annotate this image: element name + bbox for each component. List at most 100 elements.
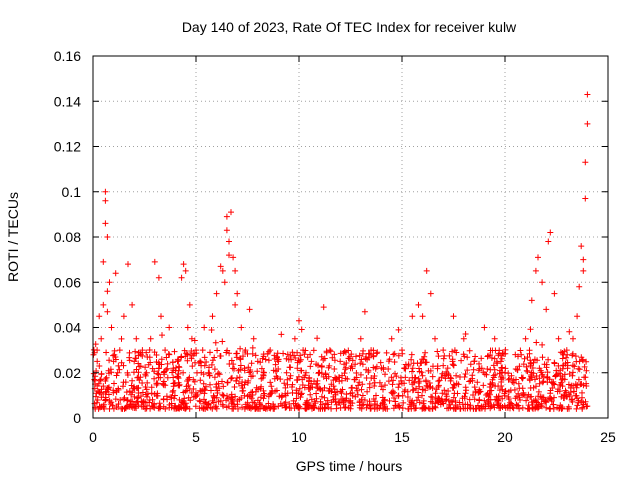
data-point [232, 301, 239, 308]
data-point [144, 354, 151, 360]
data-point [302, 372, 309, 379]
data-point [171, 395, 178, 402]
data-point [187, 352, 194, 358]
data-point [104, 308, 111, 315]
data-point [555, 335, 562, 342]
data-point [342, 397, 349, 404]
data-point [337, 358, 344, 365]
data-point [325, 388, 332, 394]
data-point [484, 353, 491, 360]
data-point [258, 375, 265, 382]
data-point [356, 379, 363, 386]
data-point [422, 359, 429, 366]
data-point [543, 361, 550, 368]
data-point [194, 391, 201, 398]
y-tick-label: 0 [73, 410, 81, 426]
data-point [294, 365, 301, 372]
data-point [101, 405, 108, 412]
data-point [208, 361, 215, 368]
data-point [209, 313, 216, 320]
data-point [435, 395, 442, 402]
data-point [382, 371, 388, 378]
data-point [520, 374, 526, 381]
data-point [238, 324, 245, 331]
data-point [123, 389, 130, 396]
data-point [422, 404, 429, 411]
data-point [273, 373, 280, 380]
data-point [206, 372, 213, 379]
data-point [453, 372, 460, 379]
data-point [436, 377, 443, 384]
data-point [144, 379, 151, 386]
data-point [539, 354, 546, 361]
data-point [272, 361, 279, 368]
data-point [515, 390, 522, 397]
data-point [284, 376, 291, 383]
data-point [143, 386, 150, 393]
data-point [357, 360, 364, 367]
data-point [555, 362, 562, 369]
data-point [574, 395, 581, 402]
data-point [566, 371, 573, 377]
data-point [321, 404, 328, 411]
data-point [211, 366, 218, 373]
data-point [396, 402, 403, 409]
data-point [207, 349, 213, 356]
data-point [347, 390, 354, 397]
data-point [566, 393, 573, 399]
data-point [415, 301, 422, 308]
data-point [539, 341, 546, 348]
data-point [199, 347, 206, 354]
data-point [338, 377, 345, 384]
data-point [146, 399, 153, 406]
data-point [142, 364, 149, 371]
data-point [155, 274, 162, 281]
data-point [519, 385, 526, 392]
data-point [396, 381, 403, 388]
data-point [420, 356, 427, 363]
data-point [163, 354, 170, 361]
data-point [471, 358, 478, 365]
data-point [321, 394, 328, 401]
data-point [115, 362, 122, 369]
data-point [347, 365, 354, 372]
data-point [576, 366, 583, 373]
data-point [368, 405, 374, 412]
data-point [373, 350, 380, 357]
data-point [220, 392, 227, 399]
data-point [180, 261, 187, 268]
data-point [286, 364, 293, 371]
data-point [535, 254, 541, 261]
data-point [241, 392, 248, 399]
data-point [326, 347, 333, 354]
data-point [100, 258, 107, 265]
data-point [438, 374, 445, 381]
data-point [190, 376, 197, 383]
data-point [559, 355, 566, 362]
data-point [442, 375, 449, 382]
data-point [549, 385, 556, 391]
data-point [550, 401, 557, 408]
data-point [507, 399, 514, 406]
data-point [219, 391, 226, 398]
data-point [581, 374, 588, 381]
data-point [128, 391, 135, 398]
data-point [368, 347, 375, 354]
data-point [569, 369, 576, 376]
data-point [479, 405, 485, 412]
data-point [98, 376, 104, 383]
data-point [307, 363, 314, 370]
data-point [434, 348, 441, 355]
data-point [517, 347, 524, 354]
data-point [110, 387, 117, 394]
data-point [546, 405, 553, 412]
data-point [120, 383, 126, 390]
data-point [175, 357, 182, 364]
chart-title: Day 140 of 2023, Rate Of TEC Index for r… [182, 19, 517, 35]
data-point [358, 356, 365, 363]
data-point [210, 392, 217, 399]
data-point [430, 363, 436, 370]
data-point [484, 366, 491, 372]
data-point [124, 397, 131, 404]
data-point [193, 347, 199, 354]
